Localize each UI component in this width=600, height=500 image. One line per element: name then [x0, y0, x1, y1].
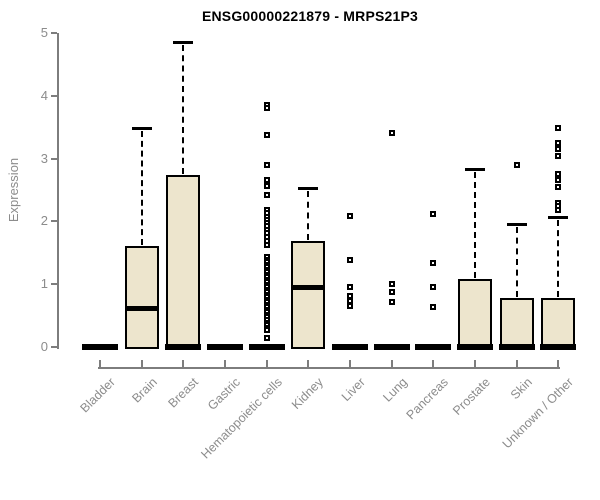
flat-box	[82, 344, 118, 350]
outlier-point	[388, 299, 395, 306]
y-tick-label: 4	[40, 87, 48, 103]
x-tick	[182, 360, 185, 368]
y-tick	[51, 157, 57, 160]
whisker-cap	[173, 41, 194, 45]
chart-title: ENSG00000221879 - MRPS21P3	[201, 8, 419, 24]
median-line	[540, 344, 577, 350]
outlier-point	[263, 335, 270, 342]
y-tick-label: 2	[40, 213, 48, 229]
flat-box	[248, 344, 285, 350]
flat-box	[206, 344, 243, 350]
box	[499, 298, 534, 349]
outlier-point	[346, 298, 353, 305]
outlier-point	[346, 212, 353, 219]
y-tick	[51, 283, 57, 286]
x-tick	[307, 360, 310, 368]
outlier-point	[263, 182, 270, 189]
outlier-point	[346, 293, 353, 300]
whisker-cap	[131, 126, 152, 130]
whisker-line	[515, 226, 518, 297]
whisker-cap	[548, 216, 569, 219]
median-line	[456, 344, 493, 350]
x-tick	[348, 360, 351, 368]
outlier-point	[388, 129, 395, 136]
whisker-cap	[464, 167, 485, 171]
outlier-point	[513, 161, 520, 168]
whisker-line	[182, 45, 185, 174]
y-tick-label: 1	[40, 276, 48, 292]
outlier-point	[555, 139, 562, 146]
y-tick-label: 5	[40, 25, 48, 40]
outlier-point	[555, 153, 562, 160]
whisker-line	[557, 220, 560, 297]
x-tick	[265, 360, 268, 368]
flat-box	[331, 344, 368, 350]
x-axis-line	[98, 367, 560, 369]
outlier-point	[555, 125, 562, 132]
outlier-point	[263, 327, 270, 334]
outlier-point	[263, 192, 270, 199]
y-axis-label: Expression	[6, 157, 21, 223]
outlier-point	[555, 184, 562, 191]
y-tick-label: 3	[40, 150, 48, 166]
outlier-point	[388, 280, 395, 287]
outlier-point	[346, 303, 353, 310]
outlier-point	[388, 288, 395, 295]
outlier-point	[430, 211, 437, 218]
flat-box	[373, 344, 410, 350]
y-tick	[51, 94, 57, 97]
y-tick	[51, 32, 57, 34]
y-tick	[51, 220, 57, 223]
median-line	[165, 344, 202, 350]
whisker-cap	[506, 222, 527, 226]
outlier-point	[263, 241, 270, 248]
outlier-point	[555, 176, 562, 183]
x-tick	[99, 360, 101, 368]
median-line	[124, 306, 159, 312]
box	[457, 278, 492, 349]
box	[166, 174, 201, 349]
outlier-point	[346, 256, 353, 263]
median-line	[291, 284, 326, 290]
outlier-point	[263, 131, 270, 138]
whisker-cap	[298, 187, 319, 191]
x-tick	[432, 360, 435, 368]
outlier-point	[263, 176, 270, 183]
outlier-point	[430, 259, 437, 266]
box	[291, 241, 326, 349]
y-tick-label: 0	[40, 339, 48, 354]
x-tick	[557, 360, 560, 368]
outlier-point	[555, 207, 562, 214]
whisker-line	[307, 191, 310, 241]
box	[124, 245, 159, 349]
outlier-point	[555, 145, 562, 152]
whisker-line	[473, 171, 476, 278]
box	[541, 298, 576, 349]
outlier-point	[430, 283, 437, 290]
x-tick	[140, 360, 143, 368]
y-tick	[51, 346, 57, 348]
outlier-point	[263, 104, 270, 111]
y-axis-line	[57, 33, 59, 349]
outlier-point	[555, 171, 562, 178]
outlier-point	[346, 283, 353, 290]
x-tick	[223, 360, 226, 368]
x-tick	[473, 360, 476, 368]
median-line	[498, 344, 535, 350]
outlier-point	[430, 303, 437, 310]
x-tick	[515, 360, 518, 368]
whisker-line	[140, 130, 143, 245]
x-tick	[390, 360, 393, 368]
flat-box	[415, 344, 452, 350]
outlier-point	[263, 161, 270, 168]
